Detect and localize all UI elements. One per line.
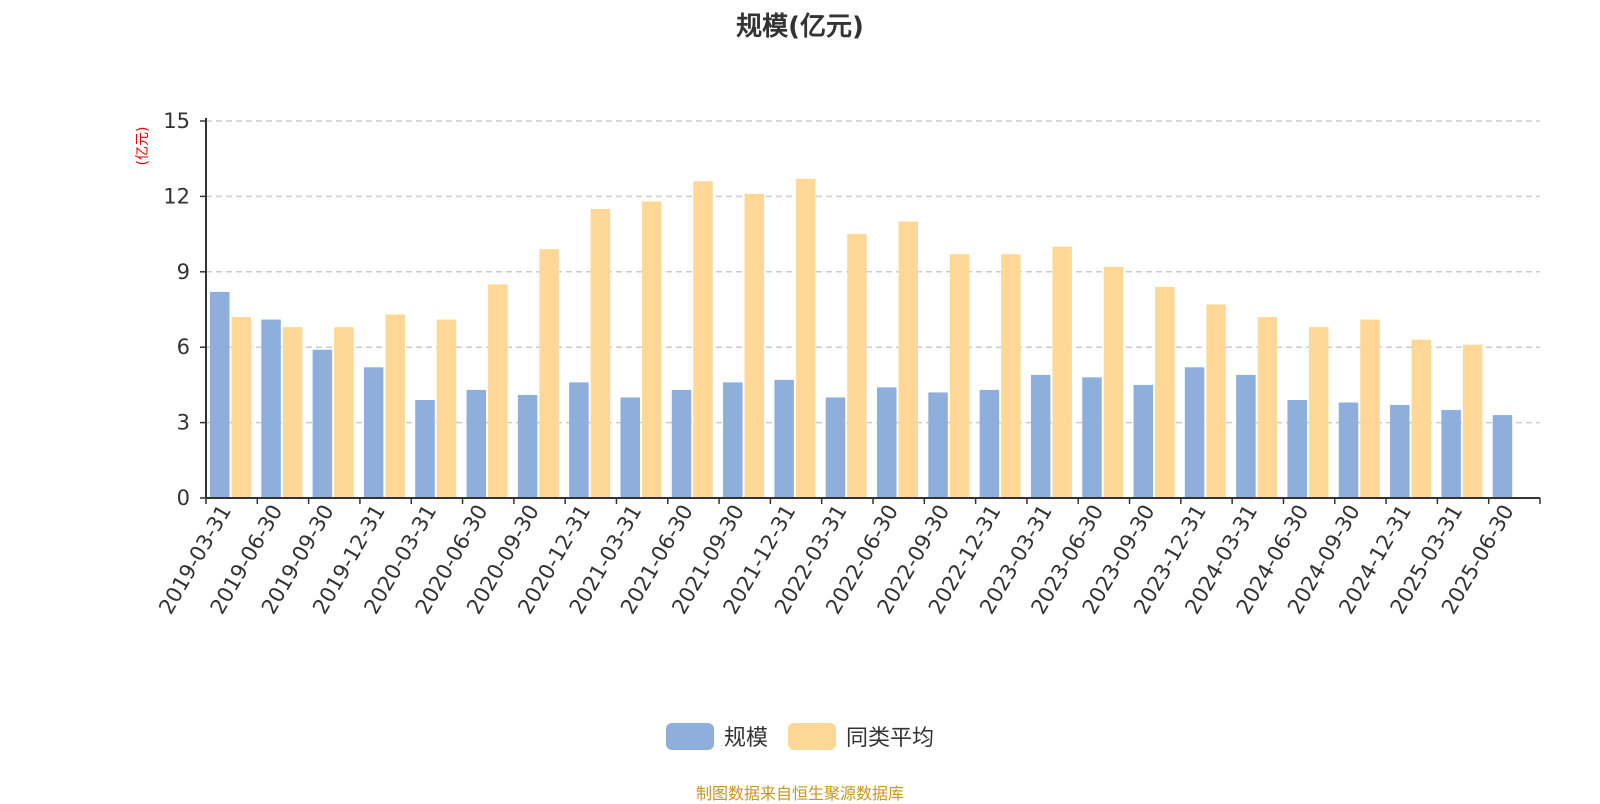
bar-peer-average-2019-12-31[interactable] <box>385 314 405 498</box>
y-axis-label: (亿元) <box>135 127 151 166</box>
bar-peer-average-2019-09-30[interactable] <box>334 327 354 498</box>
legend: 规模 同类平均 <box>0 720 1600 752</box>
bar-scale-2025-03-31[interactable] <box>1441 410 1461 498</box>
bar-peer-average-2022-06-30[interactable] <box>898 221 919 499</box>
bar-scale-2024-06-30[interactable] <box>1287 399 1307 498</box>
bar-peer-average-2021-03-31[interactable] <box>641 201 662 498</box>
y-tick-label: 3 <box>177 411 190 435</box>
bar-scale-2019-03-31[interactable] <box>210 291 230 498</box>
bar-scale-2021-12-31[interactable] <box>774 379 794 498</box>
bar-scale-2020-12-31[interactable] <box>569 382 589 498</box>
bar-scale-2020-03-31[interactable] <box>415 399 435 498</box>
bar-peer-average-2022-03-31[interactable] <box>847 234 867 498</box>
bar-scale-2025-06-30[interactable] <box>1492 415 1513 498</box>
bar-peer-average-2021-06-30[interactable] <box>693 181 713 498</box>
bar-scale-2021-06-30[interactable] <box>671 389 692 498</box>
bar-peer-average-2020-03-31[interactable] <box>436 319 457 498</box>
bar-peer-average-2019-03-31[interactable] <box>231 317 252 498</box>
bar-peer-average-2023-03-31[interactable] <box>1052 246 1072 498</box>
bar-scale-2024-09-30[interactable] <box>1338 402 1359 498</box>
legend-item-scale[interactable]: 规模 <box>665 720 768 752</box>
bar-peer-average-2023-12-31[interactable] <box>1206 304 1226 498</box>
bar-scale-2022-12-31[interactable] <box>979 389 1000 498</box>
bar-peer-average-2020-06-30[interactable] <box>488 284 508 498</box>
legend-item-peer-average[interactable]: 同类平均 <box>788 720 934 752</box>
axes: 036912152019-03-312019-06-302019-09-3020… <box>154 109 1541 618</box>
bar-peer-average-2022-09-30[interactable] <box>949 254 970 498</box>
legend-swatch-peer-average <box>788 722 836 750</box>
bar-peer-average-2024-06-30[interactable] <box>1308 327 1329 498</box>
y-tick-label: 15 <box>163 109 190 133</box>
chart-title: 规模(亿元) <box>736 12 864 42</box>
y-tick-label: 0 <box>177 486 190 510</box>
data-source-note: 制图数据来自恒生聚源数据库 <box>695 784 904 803</box>
bar-scale-2024-12-31[interactable] <box>1390 405 1410 498</box>
bar-peer-average-2021-09-30[interactable] <box>744 193 765 499</box>
bar-scale-2023-06-30[interactable] <box>1082 377 1102 498</box>
bar-peer-average-2023-06-30[interactable] <box>1103 266 1124 498</box>
bar-peer-average-2025-03-31[interactable] <box>1462 344 1483 498</box>
bar-scale-2022-06-30[interactable] <box>877 387 897 498</box>
bars <box>210 178 1513 499</box>
bar-scale-2019-12-31[interactable] <box>363 367 384 498</box>
bar-chart: 036912152019-03-312019-06-302019-09-3020… <box>135 109 1541 618</box>
y-tick-label: 9 <box>177 260 190 284</box>
bar-peer-average-2024-12-31[interactable] <box>1411 339 1432 498</box>
bar-scale-2020-06-30[interactable] <box>466 389 487 498</box>
bar-peer-average-2021-12-31[interactable] <box>795 178 816 498</box>
bar-peer-average-2024-03-31[interactable] <box>1257 317 1278 498</box>
bar-scale-2022-09-30[interactable] <box>928 392 948 498</box>
bar-scale-2024-03-31[interactable] <box>1236 374 1256 498</box>
bar-scale-2021-03-31[interactable] <box>620 397 640 498</box>
legend-label-peer-average: 同类平均 <box>846 726 935 751</box>
bar-scale-2020-09-30[interactable] <box>517 394 538 498</box>
bar-peer-average-2019-06-30[interactable] <box>282 327 303 498</box>
bar-scale-2023-03-31[interactable] <box>1030 374 1051 498</box>
bar-peer-average-2020-12-31[interactable] <box>590 208 611 498</box>
bar-scale-2023-12-31[interactable] <box>1184 367 1205 498</box>
legend-label-scale: 规模 <box>723 726 768 751</box>
bar-scale-2019-06-30[interactable] <box>261 319 281 498</box>
legend-swatch-scale <box>665 722 714 750</box>
bar-scale-2023-09-30[interactable] <box>1133 384 1154 498</box>
y-tick-label: 6 <box>177 335 190 359</box>
bar-peer-average-2024-09-30[interactable] <box>1360 319 1380 498</box>
bar-peer-average-2020-09-30[interactable] <box>539 249 559 498</box>
y-tick-label: 12 <box>163 184 190 208</box>
bar-scale-2019-09-30[interactable] <box>312 349 333 498</box>
grid-lines <box>206 120 1540 424</box>
bar-scale-2022-03-31[interactable] <box>825 397 846 498</box>
bar-peer-average-2022-12-31[interactable] <box>1001 254 1021 498</box>
bar-scale-2021-09-30[interactable] <box>723 382 743 498</box>
bar-peer-average-2023-09-30[interactable] <box>1155 286 1175 498</box>
